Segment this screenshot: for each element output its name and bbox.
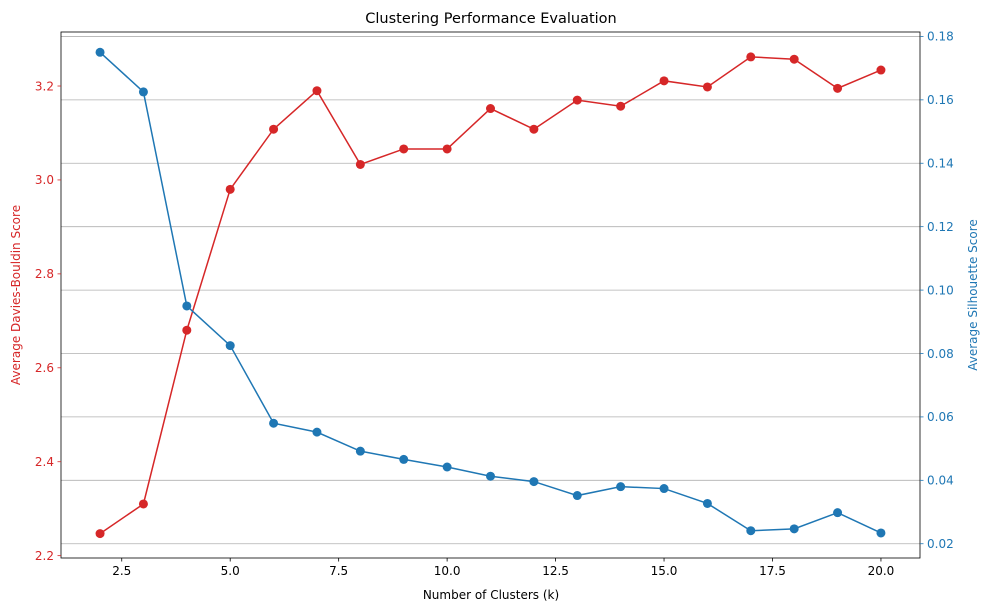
y-right-tick-label-4: 0.10 <box>927 283 954 297</box>
y-left-tick-label-5: 3.2 <box>35 79 54 93</box>
point-right-5 <box>312 427 322 437</box>
plot-frame <box>60 31 921 559</box>
y-right-tick-label-2: 0.06 <box>927 410 954 424</box>
point-right-4 <box>269 418 279 428</box>
x-tick-label-1: 5.0 <box>221 564 240 578</box>
point-right-13 <box>659 484 669 494</box>
y-left-tick-label-3: 2.8 <box>35 267 54 281</box>
x-tick-label-7: 20.0 <box>868 564 895 578</box>
y-axis-right: 0.02 0.04 0.06 0.08 0.10 0.12 0.14 0.16 0.18 <box>920 30 954 551</box>
point-right-18 <box>876 528 886 538</box>
point-right-0 <box>95 47 105 57</box>
x-tick-label-6: 17.5 <box>759 564 786 578</box>
y-axis-left: 2.2 2.4 2.6 2.8 3.0 3.2 <box>35 79 61 563</box>
x-tick-label-5: 15.0 <box>651 564 678 578</box>
y-right-tick-label-6: 0.14 <box>927 157 954 171</box>
chart-title: Clustering Performance Evaluation <box>365 11 617 27</box>
point-left-1 <box>138 499 148 509</box>
x-axis: 2.5 5.0 7.5 10.0 12.5 15.0 17.5 20.0 <box>112 558 894 578</box>
x-tick-label-2: 7.5 <box>329 564 348 578</box>
point-left-2 <box>182 325 192 335</box>
point-left-11 <box>572 95 582 105</box>
y-right-tick-label-5: 0.12 <box>927 220 954 234</box>
point-left-14 <box>702 82 712 92</box>
point-left-8 <box>442 144 452 154</box>
x-axis-label: Number of Clusters (k) <box>423 588 559 602</box>
point-left-13 <box>659 76 669 86</box>
series-line-left <box>99 56 882 535</box>
point-left-7 <box>399 144 409 154</box>
x-tick-label-0: 2.5 <box>112 564 131 578</box>
point-right-15 <box>746 526 756 536</box>
point-right-8 <box>442 462 452 472</box>
point-right-1 <box>138 87 148 97</box>
y-right-tick-label-3: 0.08 <box>927 347 954 361</box>
point-right-11 <box>572 491 582 501</box>
point-right-9 <box>486 471 495 481</box>
point-right-16 <box>789 524 799 534</box>
series-line-right <box>99 51 882 534</box>
point-right-7 <box>399 454 409 464</box>
point-right-12 <box>616 482 626 492</box>
point-right-17 <box>833 508 843 518</box>
point-right-6 <box>355 446 365 456</box>
x-tick-label-4: 12.5 <box>542 564 569 578</box>
point-left-4 <box>269 124 279 134</box>
point-left-12 <box>616 101 626 111</box>
y-left-tick-label-2: 2.6 <box>35 361 54 375</box>
point-left-10 <box>529 124 539 134</box>
y-right-tick-label-0: 0.02 <box>927 537 954 551</box>
y-right-tick-label-1: 0.04 <box>927 474 954 488</box>
point-right-3 <box>225 341 235 351</box>
point-right-2 <box>182 301 192 311</box>
series-group <box>95 47 886 539</box>
point-left-9 <box>486 104 495 114</box>
point-left-15 <box>746 52 756 62</box>
point-left-18 <box>876 65 886 75</box>
y-axis-left-label: Average Davies-Bouldin Score <box>9 205 23 385</box>
y-left-tick-label-4: 3.0 <box>35 173 54 187</box>
x-tick-label-3: 10.0 <box>434 564 461 578</box>
y-right-tick-label-8: 0.18 <box>927 30 954 44</box>
grid-lines <box>61 36 920 545</box>
point-left-0 <box>95 529 105 539</box>
y-left-tick-label-0: 2.2 <box>35 549 54 563</box>
point-right-14 <box>702 498 712 508</box>
y-axis-right-label: Average Silhouette Score <box>966 219 980 371</box>
y-right-tick-label-7: 0.16 <box>927 93 954 107</box>
point-left-3 <box>225 184 235 194</box>
point-left-6 <box>355 159 365 169</box>
point-left-5 <box>312 86 322 96</box>
point-left-16 <box>789 54 799 64</box>
y-left-tick-label-1: 2.4 <box>35 455 54 469</box>
point-left-17 <box>833 83 843 93</box>
point-right-10 <box>529 477 539 487</box>
